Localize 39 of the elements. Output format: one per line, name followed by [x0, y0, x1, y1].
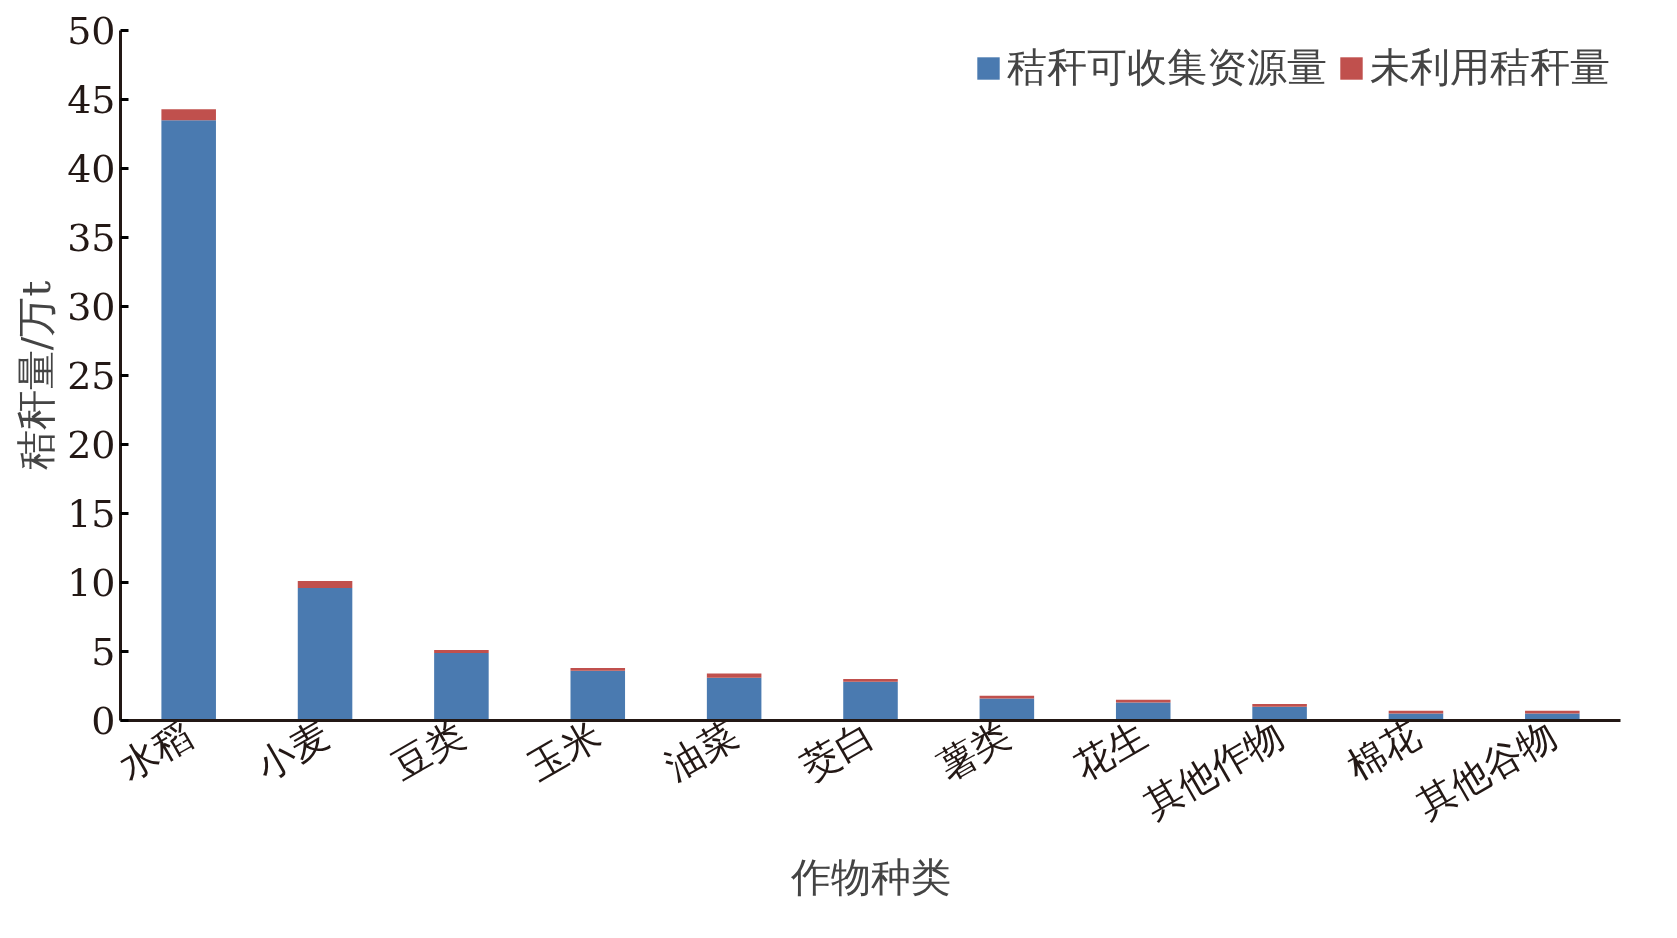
- x-axis-title: 作物种类: [789, 853, 951, 900]
- y-tick-label: 45: [67, 78, 116, 122]
- bar: [161, 109, 216, 121]
- bar: [706, 673, 762, 678]
- bar: [1115, 699, 1171, 703]
- bar: [1115, 702, 1171, 721]
- bar: [843, 681, 898, 721]
- y-tick-label: 40: [67, 147, 116, 191]
- bar: [434, 652, 489, 721]
- bar: [297, 581, 353, 589]
- x-tick-label: 油菜: [657, 712, 746, 789]
- bar: [297, 588, 353, 721]
- legend-label: 未利用秸秆量: [1370, 43, 1610, 92]
- x-tick-label: 豆类: [384, 712, 473, 789]
- y-tick-label: 35: [67, 216, 116, 260]
- bar: [161, 120, 216, 721]
- x-tick-label: 玉米: [520, 712, 609, 789]
- bar: [1252, 703, 1307, 707]
- bar: [570, 670, 626, 721]
- y-tick-label: 15: [67, 492, 116, 536]
- y-tick-label: 25: [67, 354, 116, 398]
- y-tick-label: 20: [67, 423, 116, 467]
- legend-label: 秸秆可收集资源量: [1007, 43, 1327, 92]
- y-tick-label: 30: [67, 285, 116, 329]
- x-tick-label: 茭白: [793, 712, 882, 789]
- y-axis-title: 秸秆量/万t: [13, 280, 60, 471]
- bar: [570, 668, 626, 671]
- bar: [1388, 710, 1444, 714]
- y-tick-label: 0: [91, 699, 116, 743]
- x-tick-label: 小麦: [248, 712, 337, 789]
- x-tick-label: 薯类: [930, 712, 1018, 789]
- bar: [843, 679, 898, 682]
- y-tick-label: 50: [67, 9, 116, 53]
- bar: [434, 650, 489, 653]
- bar: [979, 698, 1035, 721]
- bar: [706, 677, 762, 721]
- bar: [1525, 710, 1580, 714]
- y-tick-label: 10: [67, 561, 116, 605]
- y-tick-label: 5: [91, 630, 116, 674]
